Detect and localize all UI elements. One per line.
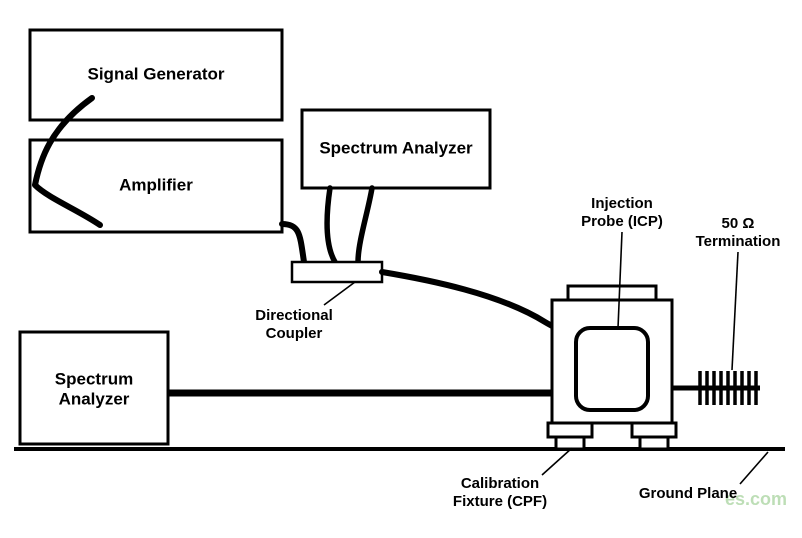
- termination-label-2: Termination: [696, 233, 781, 250]
- ground-plane-leader: [740, 452, 768, 484]
- directional-coupler-label-2: Coupler: [266, 325, 323, 342]
- calibration-fixture-label-2: Fixture (CPF): [453, 493, 547, 510]
- termination-fins: [700, 371, 756, 405]
- spectrum-to-coupler-wire-1: [327, 188, 335, 262]
- calibration-fixture-leader: [542, 448, 572, 475]
- spectrum-to-coupler-wire-2: [358, 188, 372, 262]
- probe-feet: [548, 423, 676, 449]
- signal-generator-label: Signal Generator: [88, 64, 225, 83]
- probe-top-cap: [568, 286, 656, 300]
- directional-coupler-label-1: Directional: [255, 307, 333, 324]
- probe-inner-rect: [576, 328, 648, 410]
- ground-plane-label: Ground Plane: [639, 485, 737, 502]
- directional-coupler-box: [292, 262, 382, 282]
- amp-to-coupler-wire: [282, 224, 304, 262]
- spectrum-analyzer-left-label-1: Spectrum: [55, 369, 133, 388]
- amplifier-label: Amplifier: [119, 175, 193, 194]
- termination-label-1: 50 Ω: [722, 215, 755, 232]
- calibration-fixture-label-1: Calibration: [461, 475, 539, 492]
- probe-assembly: [548, 286, 760, 449]
- coupler-leader: [324, 282, 355, 305]
- diagram-canvas: es.com Signal Generator Amplifier Spectr…: [0, 0, 802, 538]
- injection-probe-label-2: Probe (ICP): [581, 213, 663, 230]
- spectrum-analyzer-left-label-2: Analyzer: [59, 389, 130, 408]
- injection-probe-label-1: Injection: [591, 195, 653, 212]
- termination-leader: [732, 252, 738, 370]
- spectrum-analyzer-top-label: Spectrum Analyzer: [319, 138, 473, 157]
